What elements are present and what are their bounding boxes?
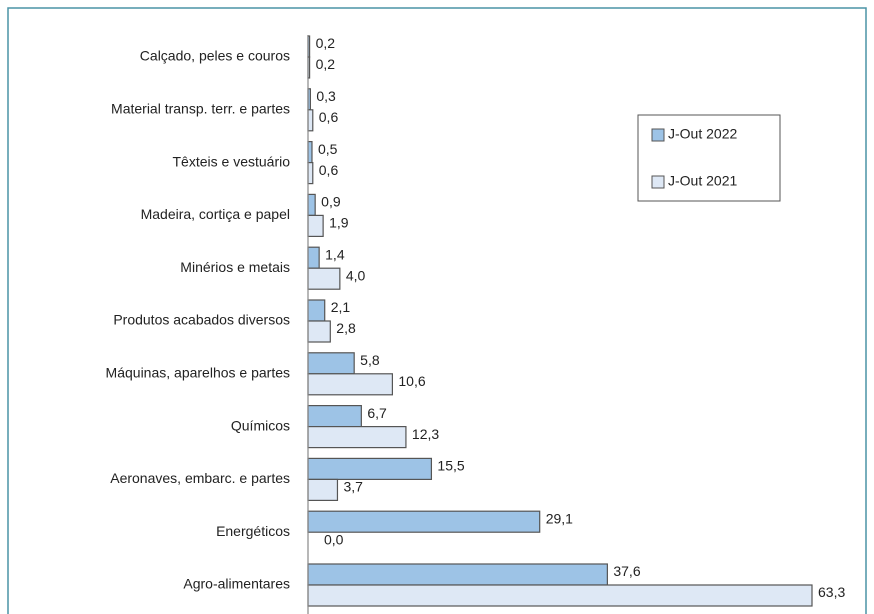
value-label: 3,7 <box>343 479 363 495</box>
bar <box>307 214 324 237</box>
bar <box>307 109 314 132</box>
legend-label: J-Out 2021 <box>668 173 737 189</box>
legend-label: J-Out 2022 <box>668 126 737 142</box>
category-label: Energéticos <box>216 523 290 539</box>
value-label: 0,9 <box>321 194 341 210</box>
bar <box>307 320 331 343</box>
category-label: Químicos <box>231 417 290 433</box>
category-label: Produtos acabados diversos <box>113 312 290 328</box>
legend-swatch <box>651 175 665 189</box>
value-label: 6,7 <box>367 405 387 421</box>
bar <box>307 405 362 428</box>
value-label: 0,3 <box>316 88 336 104</box>
value-label: 63,3 <box>818 584 845 600</box>
category-label: Madeira, cortiça e papel <box>141 206 290 222</box>
value-label: 10,6 <box>398 373 425 389</box>
bar <box>307 510 541 533</box>
bar <box>307 457 433 480</box>
bar <box>307 352 355 375</box>
bar <box>307 267 341 290</box>
bar <box>307 162 314 185</box>
category-label: Agro-alimentares <box>183 576 290 592</box>
bar <box>307 246 320 269</box>
category-label: Aeronaves, embarc. e partes <box>110 470 290 486</box>
value-label: 0,2 <box>316 56 336 72</box>
category-label: Têxteis e vestuário <box>173 153 291 169</box>
value-label: 15,5 <box>437 458 464 474</box>
category-label: Material transp. terr. e partes <box>111 101 290 117</box>
value-label: 2,1 <box>331 299 351 315</box>
value-label: 0,6 <box>319 162 339 178</box>
bar <box>307 563 608 586</box>
value-label: 1,4 <box>325 246 345 262</box>
value-label: 37,6 <box>613 563 640 579</box>
category-label: Máquinas, aparelhos e partes <box>106 365 290 381</box>
value-label: 29,1 <box>546 510 573 526</box>
bar <box>307 373 393 396</box>
value-label: 0,0 <box>324 531 344 547</box>
bar <box>307 426 407 449</box>
value-label: 4,0 <box>346 267 366 283</box>
category-label: Calçado, peles e couros <box>140 48 290 64</box>
value-label: 5,8 <box>360 352 380 368</box>
bar <box>307 299 326 322</box>
value-label: 12,3 <box>412 426 439 442</box>
legend-swatch <box>651 128 665 142</box>
value-label: 0,5 <box>318 141 338 157</box>
category-label: Minérios e metais <box>180 259 290 275</box>
value-label: 0,2 <box>316 35 336 51</box>
value-label: 2,8 <box>336 320 356 336</box>
value-label: 0,6 <box>319 109 339 125</box>
bar <box>307 478 339 501</box>
value-label: 1,9 <box>329 215 349 231</box>
bar <box>307 584 813 607</box>
bar <box>307 193 316 216</box>
